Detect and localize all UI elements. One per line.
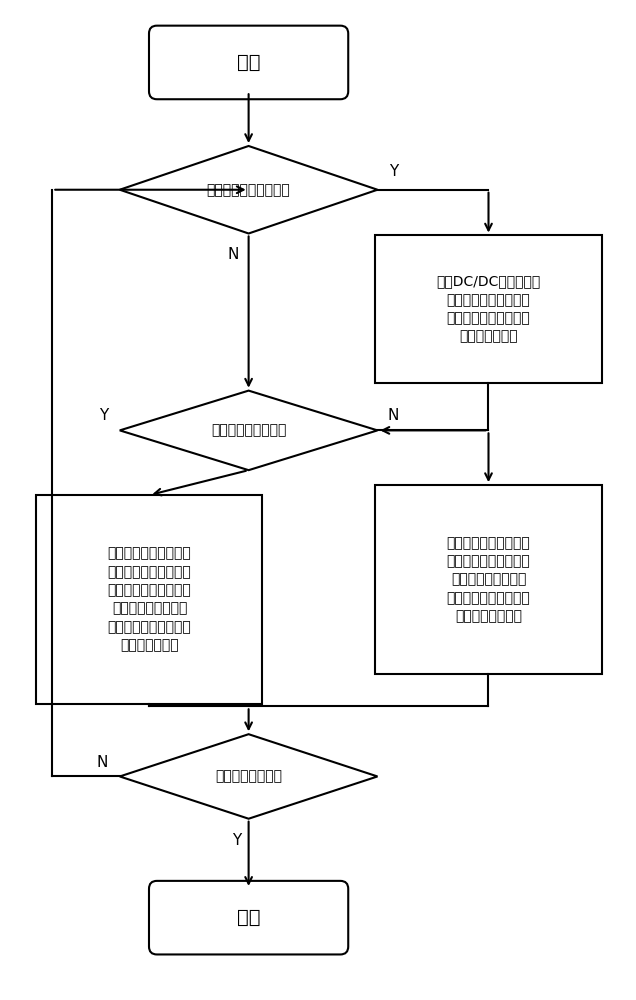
Text: N: N <box>387 408 399 423</box>
Text: 通过DC/DC变流器将锂
电池接入母线，以维持
列车运行速度，并为列
车辅助系统供电: 通过DC/DC变流器将锂 电池接入母线，以维持 列车运行速度，并为列 车辅助系统… <box>436 274 541 344</box>
FancyBboxPatch shape <box>149 26 349 99</box>
Polygon shape <box>120 734 378 819</box>
Text: Y: Y <box>232 833 241 848</box>
Bar <box>375 485 602 674</box>
Text: 列车处于过无电区状态: 列车处于过无电区状态 <box>207 183 291 197</box>
Text: 牵引网处于正常状态: 牵引网处于正常状态 <box>211 423 286 437</box>
Bar <box>36 495 263 704</box>
Text: Y: Y <box>99 408 108 423</box>
FancyBboxPatch shape <box>149 881 349 954</box>
Text: Y: Y <box>389 164 399 179</box>
Text: 牵引网正常，牵引网与
车载电池共同为列车牵
引提供能量，以牵引网
功率变化率为约束条
件，实施分配储能与牵
引网的功率输出: 牵引网正常，牵引网与 车载电池共同为列车牵 引提供能量，以牵引网 功率变化率为约… <box>107 546 191 652</box>
Text: 开始: 开始 <box>237 53 260 72</box>
Text: 列车是否到达终点: 列车是否到达终点 <box>215 769 282 783</box>
Text: 结束: 结束 <box>237 908 260 927</box>
Polygon shape <box>120 146 378 233</box>
Text: N: N <box>227 247 238 262</box>
Polygon shape <box>120 391 378 470</box>
Text: N: N <box>97 755 108 770</box>
Text: 地面储能与车载储能组
成孤网，与车载储能系
统一起为列车运行供
电，保证列车辅助系统
供电以及安全运行: 地面储能与车载储能组 成孤网，与车载储能系 统一起为列车运行供 电，保证列车辅助… <box>446 536 530 623</box>
Bar <box>375 235 602 383</box>
